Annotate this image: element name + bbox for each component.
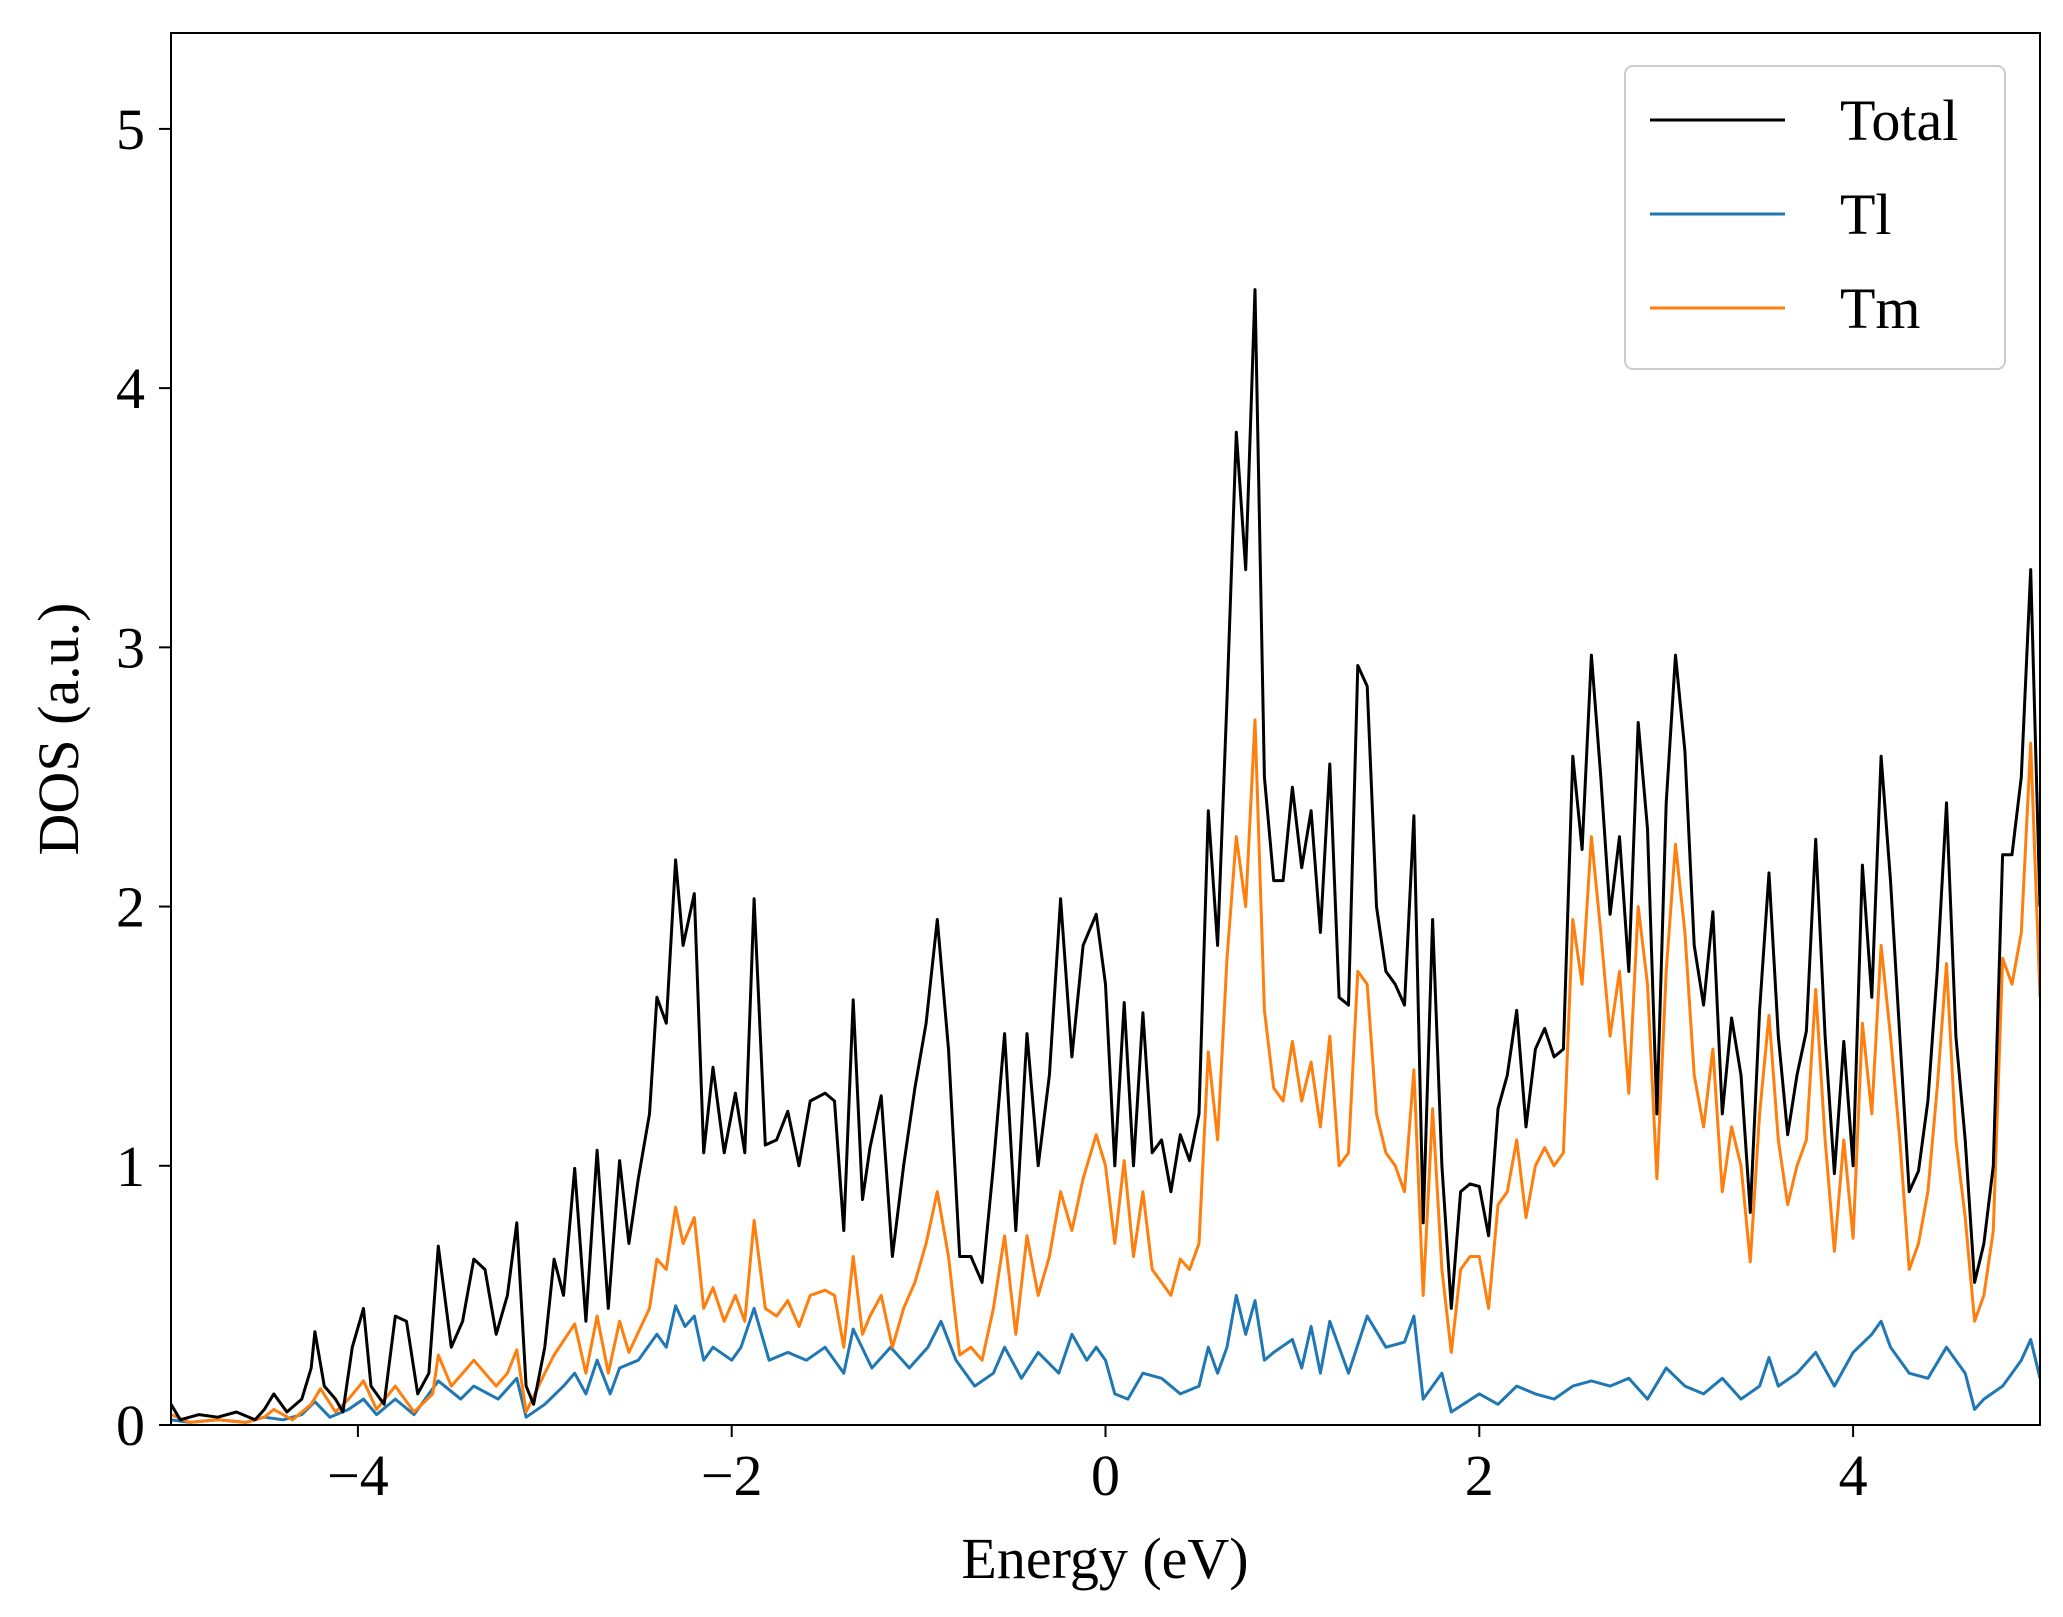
y-axis-ticks: 0 1 2 3 4 5 xyxy=(116,97,171,1458)
x-axis-label: Energy (eV) xyxy=(961,1526,1248,1591)
x-tick-label: −2 xyxy=(701,1443,763,1508)
legend-label-tl: Tl xyxy=(1840,182,1892,247)
y-tick-label: 3 xyxy=(116,615,145,680)
legend-box xyxy=(1624,65,2006,370)
x-tick-label: 2 xyxy=(1465,1443,1494,1508)
y-tick-label: 0 xyxy=(116,1393,145,1458)
x-axis-ticks: −4 −2 0 2 4 xyxy=(327,1425,1868,1508)
series-layer xyxy=(171,288,2040,1424)
y-tick-label: 1 xyxy=(116,1134,145,1199)
legend-label-total: Total xyxy=(1840,88,1958,153)
y-axis-label: DOS (a.u.) xyxy=(26,603,91,856)
y-tick-label: 4 xyxy=(116,356,145,421)
y-tick-label: 2 xyxy=(116,875,145,940)
x-tick-label: 0 xyxy=(1091,1443,1120,1508)
x-tick-label: 4 xyxy=(1839,1443,1868,1508)
x-tick-label: −4 xyxy=(327,1443,389,1508)
legend: Total Tl Tm xyxy=(1624,65,2006,370)
series-line-total xyxy=(171,288,2040,1422)
y-tick-label: 5 xyxy=(116,97,145,162)
series-line-tl xyxy=(171,1293,2040,1424)
legend-label-tm: Tm xyxy=(1840,276,1921,341)
series-line-tm xyxy=(171,718,2040,1424)
